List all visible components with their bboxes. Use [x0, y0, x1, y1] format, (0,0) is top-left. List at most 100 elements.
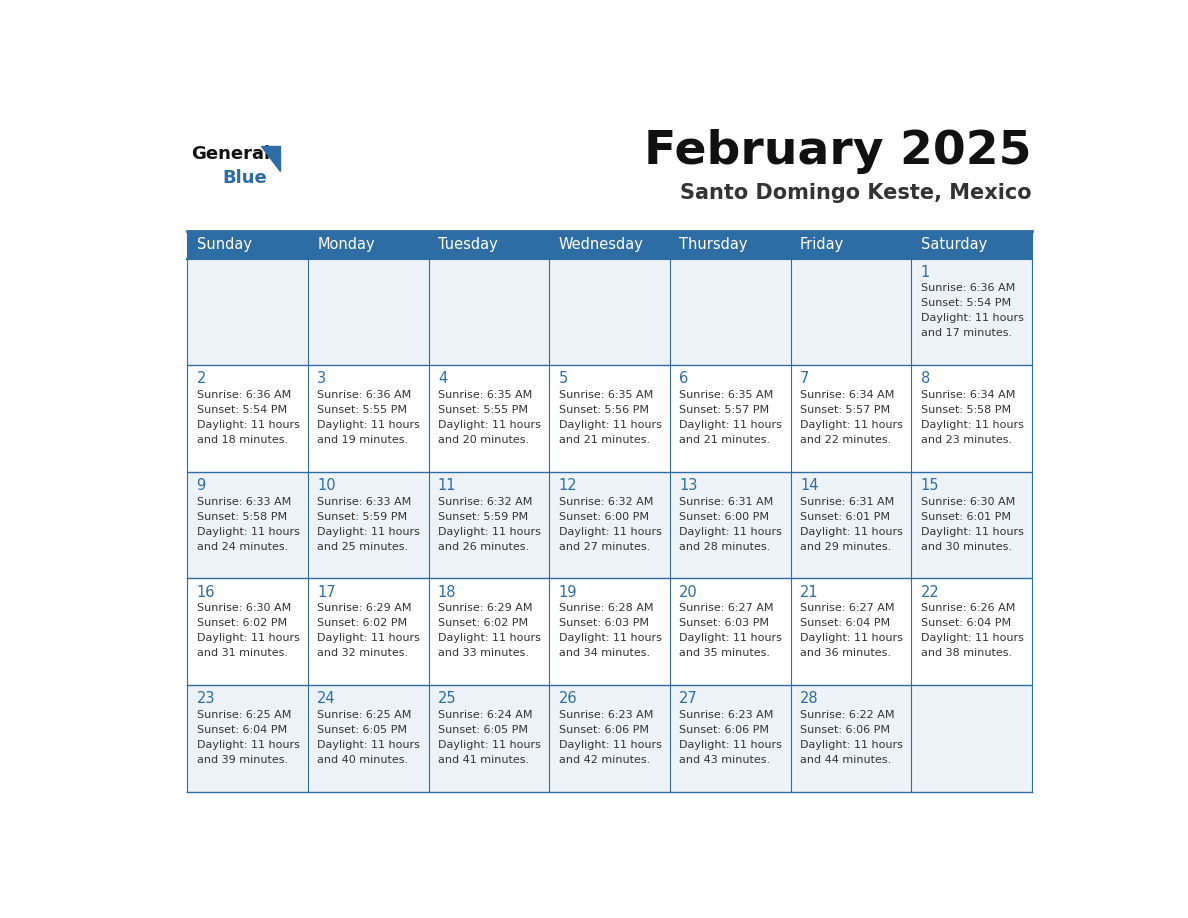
Bar	[188, 578, 1032, 685]
Text: 27: 27	[680, 691, 699, 706]
Text: and 18 minutes.: and 18 minutes.	[196, 435, 287, 445]
Text: 4: 4	[438, 372, 447, 386]
Text: Sunrise: 6:35 AM: Sunrise: 6:35 AM	[680, 390, 773, 400]
Text: Sunset: 6:01 PM: Sunset: 6:01 PM	[921, 511, 1011, 521]
Text: Sunset: 6:06 PM: Sunset: 6:06 PM	[558, 724, 649, 734]
Text: Daylight: 11 hours: Daylight: 11 hours	[558, 420, 662, 430]
Text: and 23 minutes.: and 23 minutes.	[921, 435, 1012, 445]
Text: Sunrise: 6:30 AM: Sunrise: 6:30 AM	[921, 497, 1015, 507]
Text: and 21 minutes.: and 21 minutes.	[680, 435, 770, 445]
Text: Sunrise: 6:33 AM: Sunrise: 6:33 AM	[196, 497, 291, 507]
Text: General: General	[191, 145, 270, 162]
Text: Blue: Blue	[222, 170, 267, 187]
Bar	[429, 231, 549, 259]
Text: and 40 minutes.: and 40 minutes.	[317, 755, 409, 765]
Text: Sunset: 5:57 PM: Sunset: 5:57 PM	[800, 405, 890, 415]
Text: Saturday: Saturday	[921, 238, 987, 252]
Text: and 30 minutes.: and 30 minutes.	[921, 542, 1012, 552]
Text: Sunrise: 6:32 AM: Sunrise: 6:32 AM	[558, 497, 653, 507]
Polygon shape	[261, 146, 280, 171]
Text: and 28 minutes.: and 28 minutes.	[680, 542, 771, 552]
Text: 6: 6	[680, 372, 689, 386]
Text: Sunset: 5:55 PM: Sunset: 5:55 PM	[438, 405, 527, 415]
Text: Sunrise: 6:36 AM: Sunrise: 6:36 AM	[196, 390, 291, 400]
Text: Sunset: 5:55 PM: Sunset: 5:55 PM	[317, 405, 407, 415]
Text: Daylight: 11 hours: Daylight: 11 hours	[196, 527, 299, 537]
Text: and 35 minutes.: and 35 minutes.	[680, 648, 770, 658]
Text: and 32 minutes.: and 32 minutes.	[317, 648, 409, 658]
Text: Daylight: 11 hours: Daylight: 11 hours	[800, 633, 903, 644]
Text: February 2025: February 2025	[645, 129, 1032, 174]
Text: Daylight: 11 hours: Daylight: 11 hours	[680, 740, 782, 750]
Text: 22: 22	[921, 585, 940, 599]
Text: Sunrise: 6:25 AM: Sunrise: 6:25 AM	[196, 710, 291, 720]
Text: Sunrise: 6:31 AM: Sunrise: 6:31 AM	[800, 497, 895, 507]
Text: Monday: Monday	[317, 238, 375, 252]
Text: Daylight: 11 hours: Daylight: 11 hours	[438, 420, 541, 430]
Text: Sunrise: 6:35 AM: Sunrise: 6:35 AM	[438, 390, 532, 400]
Text: 28: 28	[800, 691, 819, 706]
Text: Sunset: 6:05 PM: Sunset: 6:05 PM	[317, 724, 407, 734]
Text: Sunset: 6:05 PM: Sunset: 6:05 PM	[438, 724, 527, 734]
Text: Daylight: 11 hours: Daylight: 11 hours	[921, 313, 1024, 323]
Text: Sunset: 6:04 PM: Sunset: 6:04 PM	[800, 618, 890, 628]
Text: Sunset: 6:04 PM: Sunset: 6:04 PM	[196, 724, 286, 734]
Text: Tuesday: Tuesday	[438, 238, 498, 252]
Text: Daylight: 11 hours: Daylight: 11 hours	[800, 420, 903, 430]
Text: and 42 minutes.: and 42 minutes.	[558, 755, 650, 765]
Text: and 29 minutes.: and 29 minutes.	[800, 542, 891, 552]
Text: Sunrise: 6:29 AM: Sunrise: 6:29 AM	[317, 603, 412, 613]
Text: Sunrise: 6:30 AM: Sunrise: 6:30 AM	[196, 603, 291, 613]
Bar	[791, 231, 911, 259]
Text: Daylight: 11 hours: Daylight: 11 hours	[438, 527, 541, 537]
Text: and 24 minutes.: and 24 minutes.	[196, 542, 287, 552]
Text: Sunset: 6:03 PM: Sunset: 6:03 PM	[680, 618, 770, 628]
Text: Sunrise: 6:23 AM: Sunrise: 6:23 AM	[558, 710, 653, 720]
Text: 8: 8	[921, 372, 930, 386]
Text: 21: 21	[800, 585, 819, 599]
Text: Daylight: 11 hours: Daylight: 11 hours	[317, 527, 421, 537]
Text: Daylight: 11 hours: Daylight: 11 hours	[558, 740, 662, 750]
Text: Sunrise: 6:29 AM: Sunrise: 6:29 AM	[438, 603, 532, 613]
Text: and 31 minutes.: and 31 minutes.	[196, 648, 287, 658]
Text: 26: 26	[558, 691, 577, 706]
Text: Sunset: 5:58 PM: Sunset: 5:58 PM	[196, 511, 286, 521]
Text: and 36 minutes.: and 36 minutes.	[800, 648, 891, 658]
Text: 20: 20	[680, 585, 699, 599]
Text: and 41 minutes.: and 41 minutes.	[438, 755, 529, 765]
Text: and 39 minutes.: and 39 minutes.	[196, 755, 287, 765]
Text: 16: 16	[196, 585, 215, 599]
Text: 12: 12	[558, 478, 577, 493]
Bar	[308, 231, 429, 259]
Text: 19: 19	[558, 585, 577, 599]
Text: and 38 minutes.: and 38 minutes.	[921, 648, 1012, 658]
Text: and 33 minutes.: and 33 minutes.	[438, 648, 529, 658]
Text: Sunset: 5:59 PM: Sunset: 5:59 PM	[317, 511, 407, 521]
Text: Sunset: 6:02 PM: Sunset: 6:02 PM	[196, 618, 286, 628]
Text: Sunset: 6:00 PM: Sunset: 6:00 PM	[680, 511, 770, 521]
Text: Daylight: 11 hours: Daylight: 11 hours	[317, 740, 421, 750]
Text: Sunrise: 6:31 AM: Sunrise: 6:31 AM	[680, 497, 773, 507]
Text: Sunset: 5:58 PM: Sunset: 5:58 PM	[921, 405, 1011, 415]
Text: 10: 10	[317, 478, 336, 493]
Text: Sunrise: 6:36 AM: Sunrise: 6:36 AM	[921, 284, 1015, 294]
Text: Sunrise: 6:34 AM: Sunrise: 6:34 AM	[800, 390, 895, 400]
Text: and 25 minutes.: and 25 minutes.	[317, 542, 409, 552]
Text: Daylight: 11 hours: Daylight: 11 hours	[921, 527, 1024, 537]
Text: Wednesday: Wednesday	[558, 238, 644, 252]
Text: Sunset: 6:02 PM: Sunset: 6:02 PM	[317, 618, 407, 628]
Bar	[188, 685, 1032, 791]
Text: Sunset: 5:56 PM: Sunset: 5:56 PM	[558, 405, 649, 415]
Text: 23: 23	[196, 691, 215, 706]
Text: and 26 minutes.: and 26 minutes.	[438, 542, 529, 552]
Bar	[188, 231, 308, 259]
Text: 24: 24	[317, 691, 336, 706]
Text: Daylight: 11 hours: Daylight: 11 hours	[196, 633, 299, 644]
Text: Sunrise: 6:32 AM: Sunrise: 6:32 AM	[438, 497, 532, 507]
Text: Daylight: 11 hours: Daylight: 11 hours	[800, 527, 903, 537]
Text: and 27 minutes.: and 27 minutes.	[558, 542, 650, 552]
Text: and 44 minutes.: and 44 minutes.	[800, 755, 891, 765]
Text: Sunset: 6:01 PM: Sunset: 6:01 PM	[800, 511, 890, 521]
Text: Sunset: 6:00 PM: Sunset: 6:00 PM	[558, 511, 649, 521]
Text: Daylight: 11 hours: Daylight: 11 hours	[680, 633, 782, 644]
